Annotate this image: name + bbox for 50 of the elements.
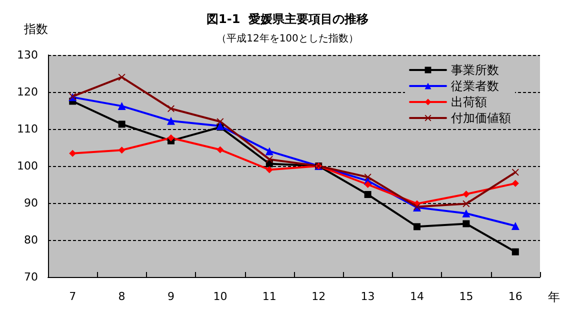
point [512,168,519,176]
point [462,220,470,228]
y-tick-label: 130 [17,48,38,62]
y-tick-label: 120 [17,86,38,98]
x-tick-label: 12 [312,290,326,303]
x-axis-title: 年 [548,290,560,304]
point [69,150,76,157]
point [118,74,126,81]
point [462,200,470,208]
chart-subtitle: （平成12年を100とした指数） [216,32,358,44]
point [512,180,519,187]
legend-label: 出荷額 [451,95,487,109]
y-tick-label: 110 [17,122,38,136]
point [168,105,174,112]
legend-label: 事業所数 [451,63,499,77]
x-tick-label: 15 [459,290,474,303]
point [118,146,126,154]
x-tick-label: 9 [168,290,174,303]
y-axis-title: 指数 [23,22,48,36]
point [265,147,274,156]
y-tick-label: 80 [24,234,38,246]
point [364,190,372,198]
point [364,181,372,188]
point [512,248,519,256]
point [168,134,174,142]
x-tick-label: 7 [69,290,76,303]
point [167,116,175,125]
x-tick-label: 11 [262,290,276,303]
point [266,166,273,174]
chart-title: 図1-1 愛媛県主要項目の推移 [206,12,369,26]
point [216,146,224,154]
point [118,102,126,110]
x-tick-label: 14 [410,290,424,303]
point [462,190,470,198]
point [511,222,520,230]
point [462,209,470,218]
y-tick-label: 100 [17,160,38,172]
point [414,223,420,230]
legend-label: 従業者数 [451,79,499,93]
x-tick-label: 13 [360,290,375,303]
x-tick-label: 10 [213,290,228,303]
point [118,120,126,128]
legend-label: 付加価値額 [450,111,511,125]
point [266,156,273,163]
point [364,174,372,181]
y-tick-label: 70 [24,270,38,284]
y-tick-label: 90 [24,196,38,210]
point [216,118,224,126]
x-tick-label: 8 [118,290,126,303]
x-tick-label: 16 [508,290,522,303]
